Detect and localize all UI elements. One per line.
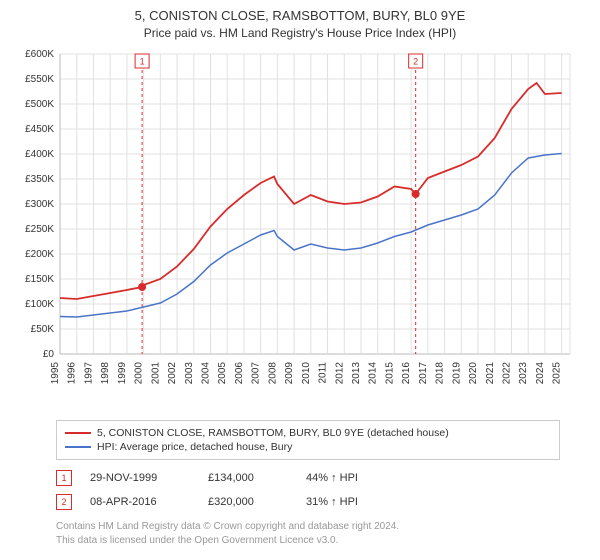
legend-label: 5, CONISTON CLOSE, RAMSBOTTOM, BURY, BL0…	[97, 427, 449, 439]
svg-text:2022: 2022	[501, 362, 512, 385]
svg-text:1999: 1999	[117, 362, 128, 385]
svg-text:£100K: £100K	[25, 299, 54, 310]
svg-text:2019: 2019	[451, 362, 462, 385]
svg-text:£300K: £300K	[25, 199, 54, 210]
sale-relative-hpi: 31% ↑ HPI	[306, 496, 406, 508]
svg-text:1998: 1998	[100, 362, 111, 385]
license-line-1: Contains HM Land Registry data © Crown c…	[56, 520, 560, 534]
svg-text:£200K: £200K	[25, 249, 54, 260]
license-text: Contains HM Land Registry data © Crown c…	[56, 520, 560, 547]
svg-text:2018: 2018	[435, 362, 446, 385]
svg-text:2002: 2002	[167, 362, 178, 385]
svg-text:£350K: £350K	[25, 174, 54, 185]
legend-item: HPI: Average price, detached house, Bury	[65, 440, 551, 454]
svg-text:2012: 2012	[334, 362, 345, 385]
svg-text:£400K: £400K	[25, 149, 54, 160]
svg-text:£250K: £250K	[25, 224, 54, 235]
sale-marker-icon: 1	[56, 470, 72, 486]
svg-text:£600K: £600K	[25, 49, 54, 60]
sale-row: 2 08-APR-2016 £320,000 31% ↑ HPI	[56, 490, 560, 514]
svg-text:2003: 2003	[184, 362, 195, 385]
line-chart: £0 £50K £100K £150K £200K £250K £300K £350K £400…	[10, 44, 590, 414]
chart-subtitle: Price paid vs. HM Land Registry's House …	[10, 26, 590, 40]
svg-text:2017: 2017	[418, 362, 429, 385]
svg-text:£0: £0	[43, 349, 55, 360]
svg-text:£500K: £500K	[25, 99, 54, 110]
legend-item: 5, CONISTON CLOSE, RAMSBOTTOM, BURY, BL0…	[65, 426, 551, 440]
svg-text:2015: 2015	[384, 362, 395, 385]
sale-date: 29-NOV-1999	[90, 472, 190, 484]
svg-text:1: 1	[140, 57, 145, 67]
sale-row: 1 29-NOV-1999 £134,000 44% ↑ HPI	[56, 466, 560, 490]
sale-price: £134,000	[208, 472, 288, 484]
svg-text:2020: 2020	[468, 362, 479, 385]
svg-text:2016: 2016	[401, 362, 412, 385]
svg-text:2007: 2007	[251, 362, 262, 385]
svg-text:2: 2	[413, 57, 418, 67]
svg-text:2023: 2023	[518, 362, 529, 385]
svg-text:2004: 2004	[200, 362, 211, 385]
svg-text:1995: 1995	[50, 362, 61, 385]
svg-text:2024: 2024	[535, 362, 546, 385]
svg-text:1996: 1996	[67, 362, 78, 385]
sale-marker-icon: 2	[56, 494, 72, 510]
svg-text:2001: 2001	[150, 362, 161, 385]
sale-price: £320,000	[208, 496, 288, 508]
chart-title: 5, CONISTON CLOSE, RAMSBOTTOM, BURY, BL0…	[10, 8, 590, 23]
chart-legend: 5, CONISTON CLOSE, RAMSBOTTOM, BURY, BL0…	[56, 420, 560, 460]
svg-text:£550K: £550K	[25, 74, 54, 85]
svg-text:£450K: £450K	[25, 124, 54, 135]
svg-text:2008: 2008	[267, 362, 278, 385]
svg-text:2006: 2006	[234, 362, 245, 385]
sales-table: 1 29-NOV-1999 £134,000 44% ↑ HPI 2 08-APR-201…	[56, 466, 560, 514]
svg-text:£150K: £150K	[25, 274, 54, 285]
legend-swatch	[65, 432, 91, 434]
svg-text:2009: 2009	[284, 362, 295, 385]
license-line-2: This data is licensed under the Open Gov…	[56, 534, 560, 548]
svg-text:2000: 2000	[134, 362, 145, 385]
svg-text:1997: 1997	[83, 362, 94, 385]
svg-text:2013: 2013	[351, 362, 362, 385]
legend-label: HPI: Average price, detached house, Bury	[97, 441, 292, 453]
svg-text:2021: 2021	[485, 362, 496, 385]
svg-text:2010: 2010	[301, 362, 312, 385]
legend-swatch	[65, 446, 91, 448]
svg-text:2011: 2011	[318, 362, 329, 384]
svg-text:2005: 2005	[217, 362, 228, 385]
svg-text:2025: 2025	[552, 362, 563, 385]
svg-text:2014: 2014	[368, 362, 379, 385]
sale-relative-hpi: 44% ↑ HPI	[306, 472, 406, 484]
svg-text:£50K: £50K	[31, 324, 55, 335]
sale-date: 08-APR-2016	[90, 496, 190, 508]
